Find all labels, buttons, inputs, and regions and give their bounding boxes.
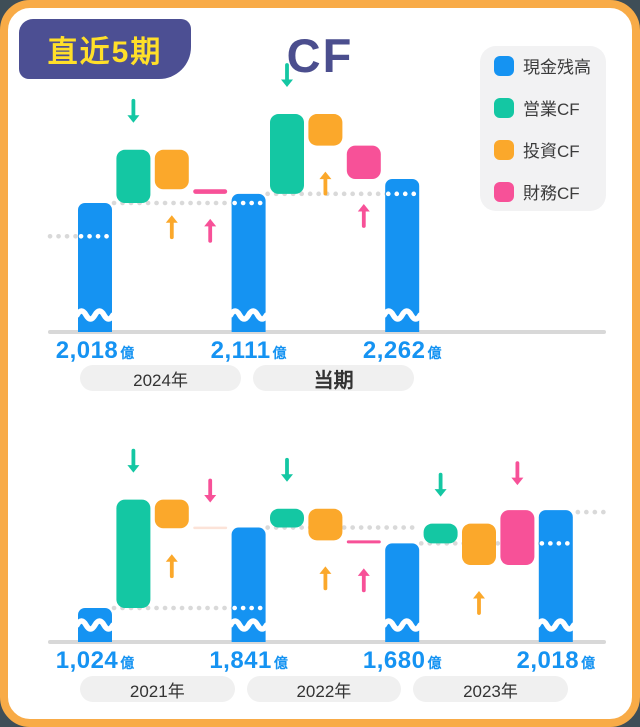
- cash-bar: [385, 178, 420, 332]
- financing-up-arrow: [204, 478, 217, 503]
- chart-title: CF: [286, 29, 354, 82]
- investing-down-arrow: [319, 171, 332, 196]
- period-pill: 2023年: [413, 676, 568, 702]
- operating-up-arrow: [434, 472, 447, 497]
- balance-value: 1,680 億: [332, 647, 472, 675]
- legend-item-financing-cf: 財務CF: [494, 179, 606, 204]
- financing-down-arrow: [204, 218, 217, 243]
- balance-unit: 億: [120, 345, 135, 361]
- balance-number: 2,262: [362, 337, 426, 364]
- investing-bar: [154, 499, 189, 529]
- financing-bar: [346, 540, 381, 544]
- balance-value: 2,262 億: [332, 337, 472, 365]
- period-pill: 2024年: [80, 365, 242, 391]
- investing-cf-label: 投資CF: [523, 142, 580, 161]
- operating-up-arrow: [281, 63, 293, 88]
- balance-number: 2,018: [55, 337, 119, 364]
- financing-bar: [346, 145, 381, 179]
- waterfall-charts: [47, 63, 607, 644]
- cash-balance-swatch: [494, 55, 514, 76]
- investing-bar: [462, 523, 496, 566]
- investing-bar: [308, 508, 343, 541]
- operating-up-arrow: [127, 448, 140, 473]
- cash-wave: [227, 618, 270, 632]
- investing-down-arrow: [165, 554, 178, 579]
- balance-number: 1,841: [209, 647, 272, 674]
- investing-down-arrow: [319, 566, 332, 591]
- axis-line: [48, 330, 606, 334]
- balance-value: 1,841 億: [179, 647, 319, 675]
- balance-number: 2,111: [210, 337, 271, 364]
- cash-wave: [74, 618, 116, 632]
- waterfall-chart-history: [48, 448, 607, 644]
- financing-cf-label: 財務CF: [523, 184, 580, 203]
- cash-bar: [231, 193, 266, 332]
- cash-bar: [538, 510, 573, 642]
- financing-up-arrow: [511, 461, 524, 486]
- operating-bar: [270, 508, 304, 528]
- operating-cf-swatch: [494, 97, 514, 118]
- financing-cf-swatch: [494, 181, 514, 202]
- period-pill: 2022年: [246, 676, 402, 702]
- balance-value: 2,018 億: [25, 337, 165, 365]
- recent-periods-badge: 直近5期: [19, 19, 191, 79]
- cash-bar: [231, 527, 266, 642]
- balance-unit: 億: [427, 655, 442, 671]
- axis-line: [48, 640, 606, 644]
- investing-down-arrow: [165, 215, 178, 240]
- period-pill: 2021年: [80, 676, 235, 702]
- balance-number: 2,018: [516, 647, 580, 674]
- operating-bar: [423, 523, 458, 544]
- cash-wave: [227, 308, 270, 322]
- cash-bar: [385, 543, 420, 642]
- balance-value: 2,018 億: [486, 647, 626, 675]
- balance-number: 1,680: [362, 647, 426, 674]
- balance-unit: 億: [427, 345, 442, 361]
- period-pill: 当期: [253, 365, 415, 392]
- cash-wave: [381, 308, 423, 322]
- cash-wave: [535, 618, 577, 632]
- balance-unit: 億: [581, 655, 596, 671]
- waterfall-chart-recent: [47, 63, 606, 334]
- operating-bar: [116, 149, 151, 203]
- financing-bar: [193, 526, 228, 530]
- financing-down-arrow: [357, 203, 370, 228]
- operating-bar: [116, 499, 151, 608]
- financing-bar: [500, 510, 535, 566]
- balance-unit: 億: [272, 345, 287, 361]
- cash-wave: [381, 618, 423, 632]
- balance-unit: 億: [273, 655, 288, 671]
- legend-item-investing-cf: 投資CF: [494, 137, 606, 162]
- cash-bar: [78, 203, 112, 332]
- operating-up-arrow: [281, 457, 293, 482]
- financing-bar: [193, 189, 228, 194]
- balance-value: 2,111 億: [179, 337, 319, 365]
- financing-down-arrow: [357, 568, 370, 593]
- balance-number: 1,024: [55, 647, 119, 674]
- investing-cf-swatch: [494, 139, 514, 160]
- cash-wave: [74, 308, 116, 322]
- legend-item-operating-cf: 営業CF: [494, 95, 606, 120]
- investing-bar: [308, 114, 343, 146]
- investing-bar: [154, 149, 189, 190]
- legend-item-cash-balance: 現金残高: [494, 53, 606, 78]
- operating-up-arrow: [127, 98, 140, 123]
- cash-balance-label: 現金残高: [523, 58, 591, 77]
- balance-value: 1,024 億: [25, 647, 165, 675]
- legend: 現金残高 営業CF 投資CF 財務CF: [480, 46, 606, 211]
- balance-unit: 億: [120, 655, 135, 671]
- investing-down-arrow: [473, 591, 485, 615]
- operating-bar: [270, 114, 304, 194]
- operating-cf-label: 営業CF: [523, 100, 580, 119]
